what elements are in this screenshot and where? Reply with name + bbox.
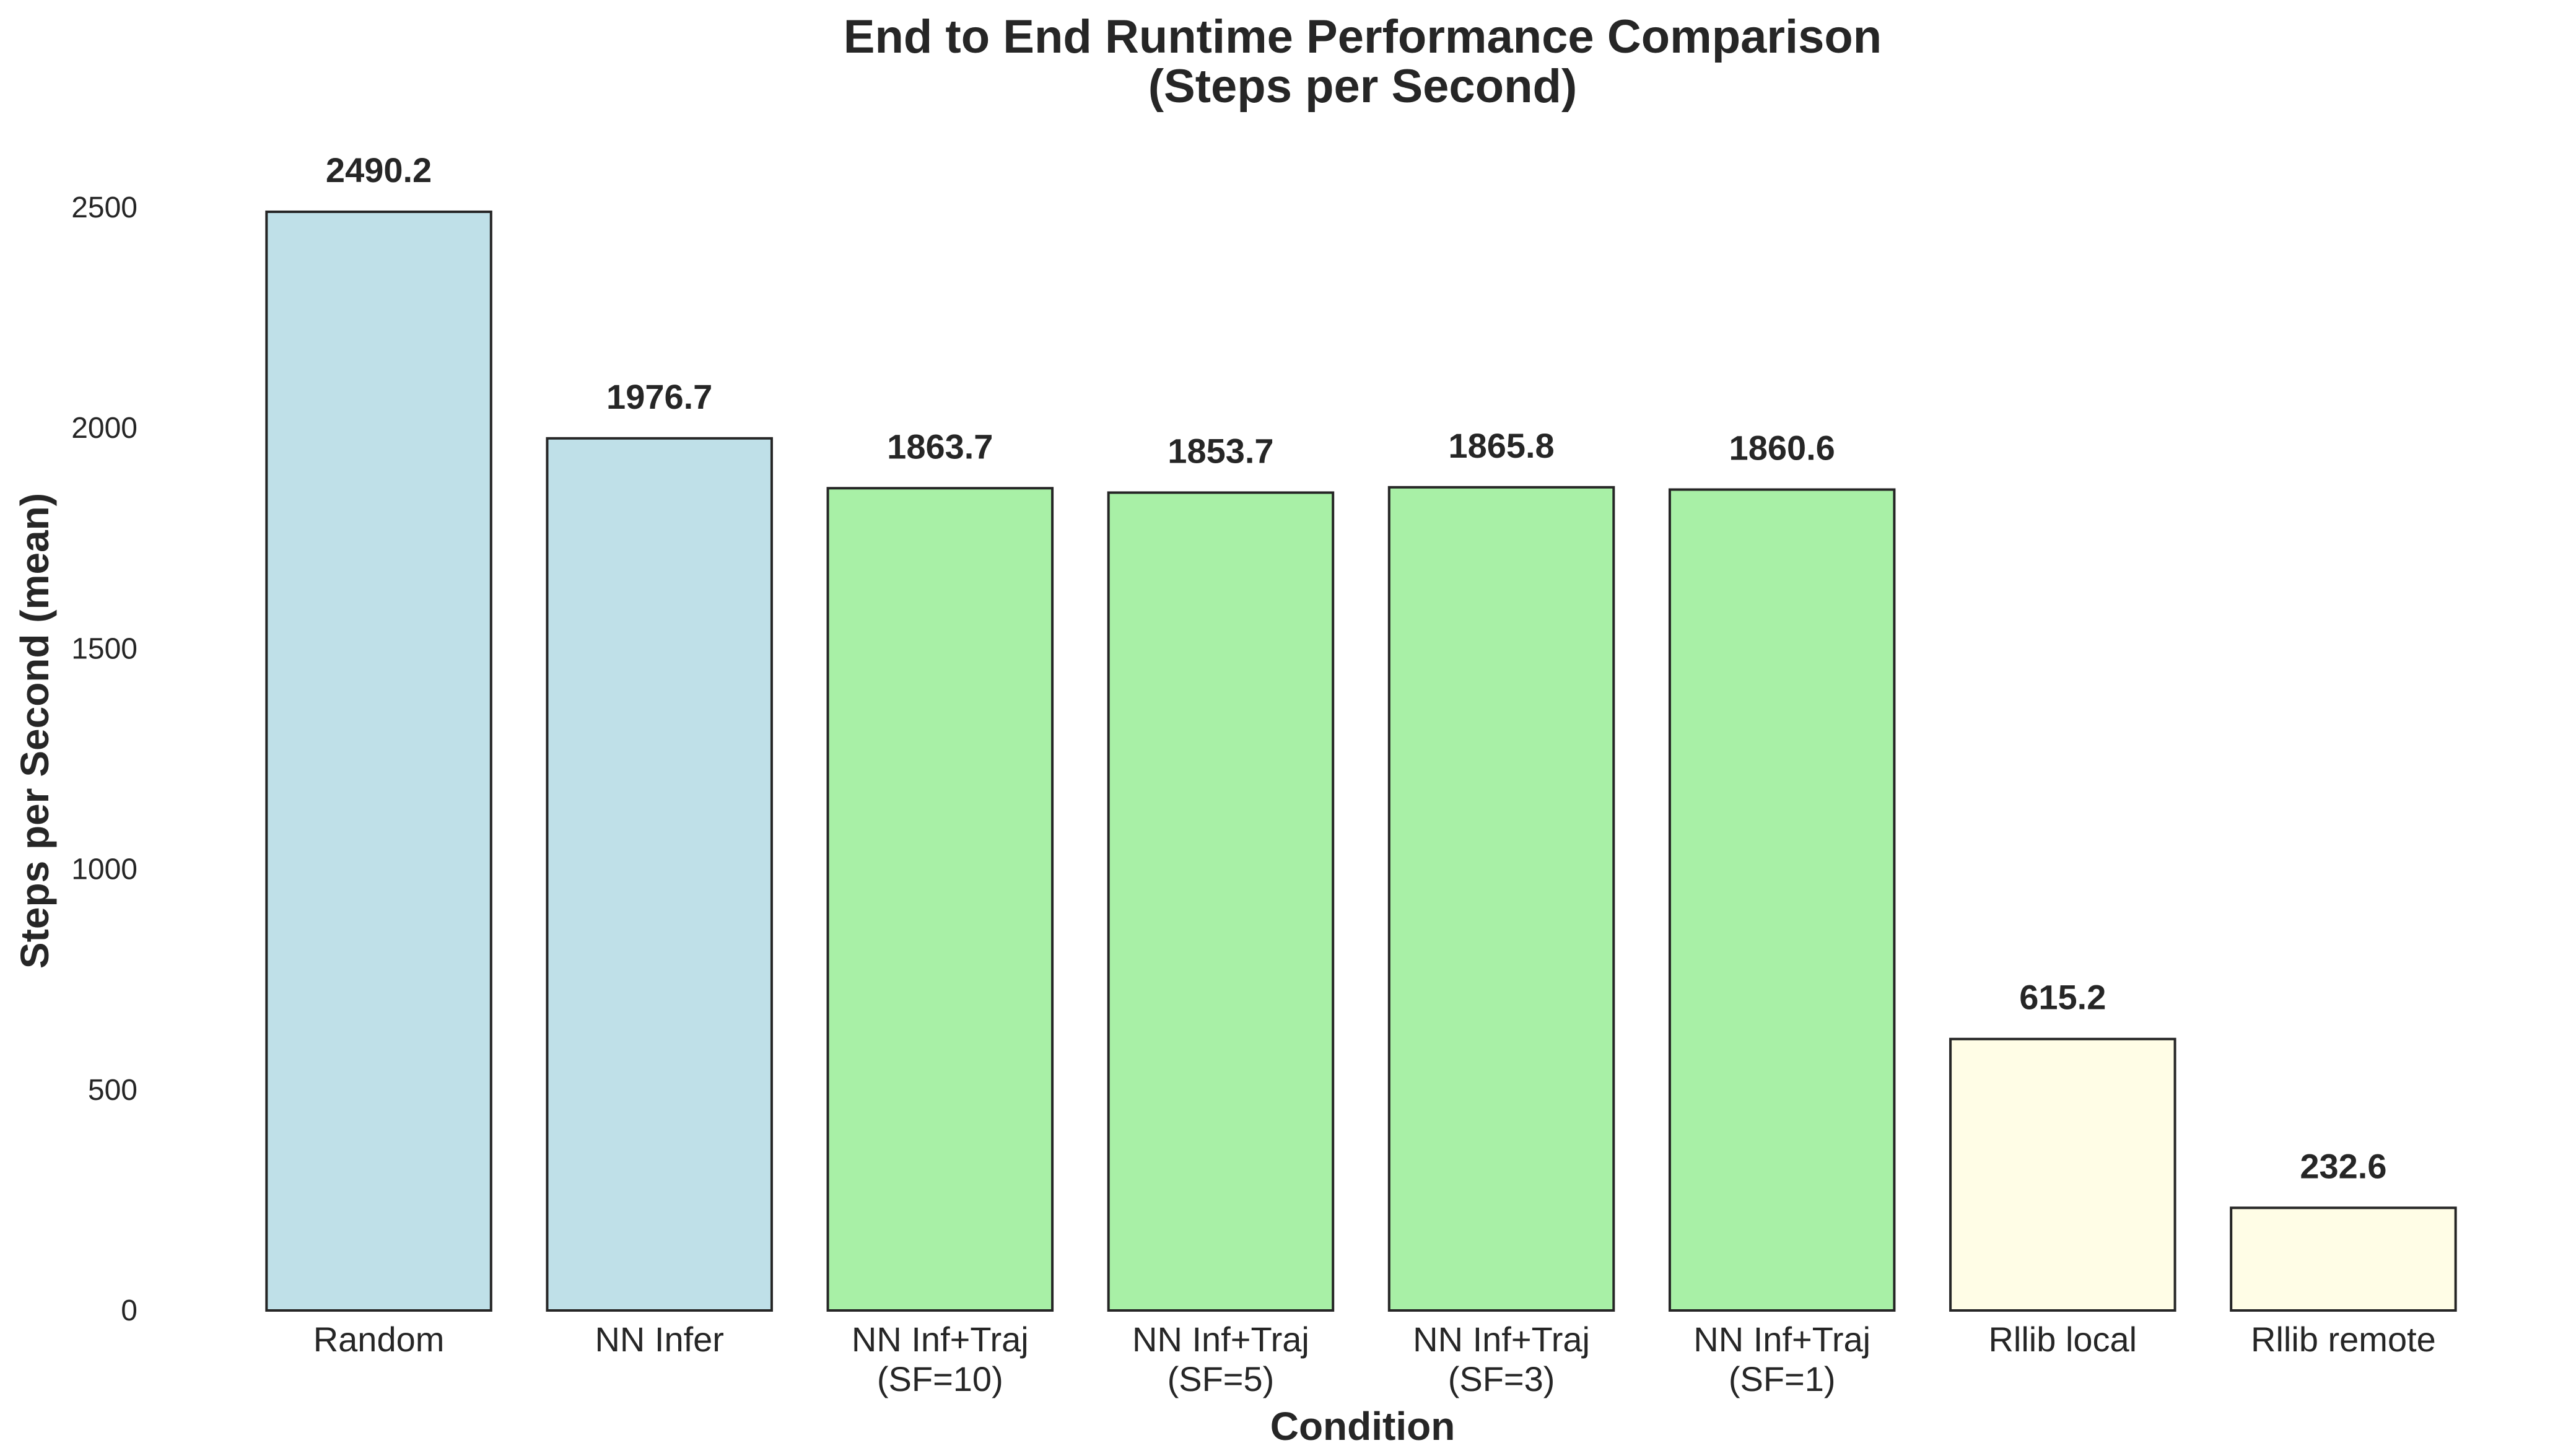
bar-value-label: 232.6 xyxy=(2300,1146,2386,1185)
chart-title: End to End Runtime Performance Compariso… xyxy=(844,11,1882,63)
y-tick-label: 2000 xyxy=(71,412,137,445)
bar-value-label: 1853.7 xyxy=(1168,431,1273,470)
bar xyxy=(1387,486,1615,1312)
x-tick-label: Rllib local xyxy=(1988,1320,2137,1359)
y-tick-label: 1000 xyxy=(71,853,137,886)
x-tick-label: NN Inf+Traj xyxy=(1132,1320,1309,1359)
bar xyxy=(2230,1206,2457,1312)
bar-value-label: 2490.2 xyxy=(326,150,432,190)
x-tick-label: (SF=10) xyxy=(877,1359,1003,1398)
x-tick-label: NN Infer xyxy=(595,1320,724,1359)
bar xyxy=(265,210,492,1312)
chart-subtitle: (Steps per Second) xyxy=(1148,60,1578,113)
bar-value-label: 1863.7 xyxy=(887,427,993,466)
x-tick-label: Rllib remote xyxy=(2251,1320,2436,1359)
x-tick-label: (SF=5) xyxy=(1168,1359,1275,1398)
x-tick-label: (SF=3) xyxy=(1448,1359,1555,1398)
x-tick-label: (SF=1) xyxy=(1729,1359,1836,1398)
bar xyxy=(546,437,773,1312)
bar-value-label: 1860.6 xyxy=(1729,429,1835,468)
bars-group xyxy=(265,210,2457,1312)
bar-value-label: 1865.8 xyxy=(1448,426,1554,465)
x-axis-label: Condition xyxy=(1270,1404,1456,1449)
bar xyxy=(1107,491,1335,1312)
bar xyxy=(1668,488,1896,1312)
y-tick-label: 0 xyxy=(121,1294,137,1327)
x-tick-label: Random xyxy=(313,1320,445,1359)
value-labels-group: 2490.2 1976.7 1863.7 1853.7 1865.8 1860.6 615.… xyxy=(326,150,2387,1185)
x-tick-label: NN Inf+Traj xyxy=(852,1320,1029,1359)
x-axis-ticks: Random NN Infer NN Inf+Traj(SF=10)NN Inf+T… xyxy=(313,1320,2436,1398)
y-tick-label: 2500 xyxy=(71,191,137,224)
y-axis-ticks: 0 500 1000 1500 2000 2500 xyxy=(71,191,137,1327)
y-axis-label: Steps per Second (mean) xyxy=(12,493,57,969)
bar xyxy=(826,487,1054,1312)
bar-value-label: 615.2 xyxy=(2019,978,2106,1017)
x-tick-label: NN Inf+Traj xyxy=(1693,1320,1870,1359)
y-tick-label: 500 xyxy=(88,1074,137,1107)
bar-value-label: 1976.7 xyxy=(606,377,712,416)
bar xyxy=(1949,1037,2176,1312)
x-tick-label: NN Inf+Traj xyxy=(1413,1320,1590,1359)
y-tick-label: 1500 xyxy=(71,632,137,665)
